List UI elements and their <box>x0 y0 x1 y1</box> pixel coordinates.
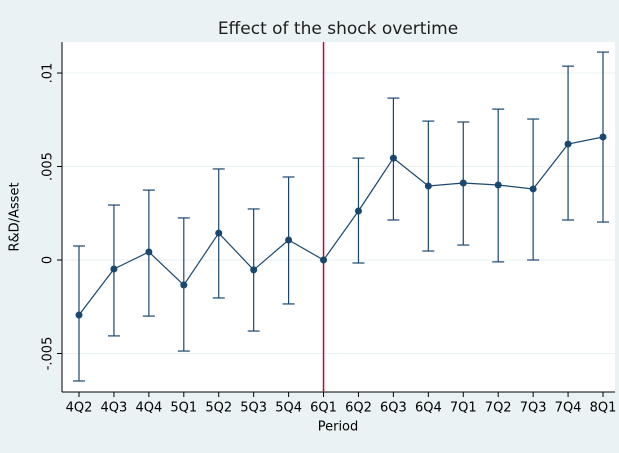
point <box>424 182 432 190</box>
point <box>564 140 572 148</box>
y-tick-label: 0 <box>41 256 56 264</box>
point <box>215 229 223 237</box>
x-tick-label: 4Q4 <box>135 401 162 416</box>
y-axis-title: R&D/Asset <box>8 182 23 251</box>
x-tick-label: 7Q1 <box>450 401 477 416</box>
x-tick-label: 6Q3 <box>380 401 407 416</box>
point <box>180 281 188 289</box>
x-axis-title: Period <box>318 420 359 435</box>
point <box>75 311 83 319</box>
x-tick-label: 5Q2 <box>205 401 232 416</box>
x-tick-label: 5Q4 <box>275 401 302 416</box>
point <box>110 265 118 273</box>
chart-title: Effect of the shock overtime <box>218 19 458 39</box>
point <box>145 248 153 256</box>
plot-area <box>62 42 615 392</box>
point <box>250 266 258 274</box>
x-tick-label: 6Q2 <box>345 401 372 416</box>
point <box>389 154 397 162</box>
point <box>285 236 293 244</box>
point <box>599 133 607 141</box>
x-tick-label: 4Q2 <box>66 401 93 416</box>
point <box>494 181 502 189</box>
y-tick-label: -.005 <box>41 337 56 371</box>
x-tick-label: 5Q1 <box>170 401 197 416</box>
x-tick-label: 4Q3 <box>101 401 128 416</box>
y-tick-label: .005 <box>41 152 56 181</box>
point <box>354 207 362 215</box>
x-tick-label: 8Q1 <box>590 401 617 416</box>
x-tick-label: 7Q3 <box>520 401 547 416</box>
series-line <box>78 136 604 316</box>
point <box>459 179 467 187</box>
x-tick-label: 6Q4 <box>415 401 442 416</box>
x-tick-label: 5Q3 <box>240 401 267 416</box>
x-tick-label: 7Q4 <box>555 401 582 416</box>
point <box>320 256 328 264</box>
y-tick-label: .01 <box>41 63 56 84</box>
x-tick-label: 6Q1 <box>310 401 337 416</box>
x-tick-label: 7Q2 <box>485 401 512 416</box>
point <box>529 185 537 193</box>
